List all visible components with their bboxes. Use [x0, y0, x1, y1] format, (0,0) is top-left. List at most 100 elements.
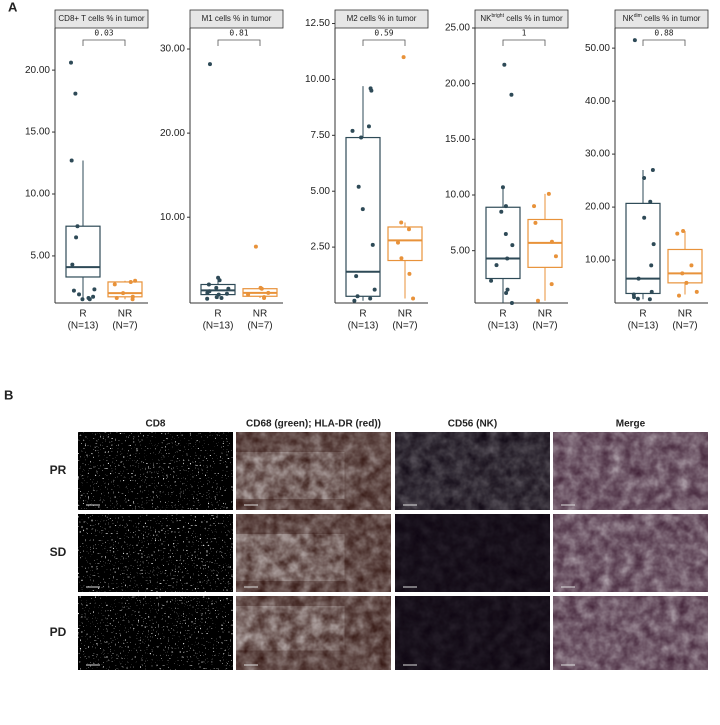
chart-title: M2 cells % in tumor: [347, 14, 417, 23]
title-text: NK: [623, 14, 635, 23]
point: [681, 228, 686, 233]
point: [352, 298, 357, 303]
point: [253, 244, 258, 249]
row-label: PR: [50, 463, 67, 477]
title-sup: bright: [491, 13, 504, 19]
title-strip: [54, 9, 149, 29]
point: [553, 254, 558, 259]
point: [226, 286, 231, 291]
y-tick-label: 25.00: [445, 23, 470, 34]
y-tick-label: 15.00: [445, 134, 470, 145]
y-tick-label: 20.00: [25, 65, 50, 76]
category-note: (N=7): [672, 321, 697, 332]
title-strip: [474, 9, 569, 29]
point: [360, 207, 365, 212]
point: [69, 158, 74, 163]
micrograph-texture: [553, 432, 708, 510]
point: [205, 296, 210, 301]
point: [112, 282, 117, 287]
point: [207, 62, 212, 67]
point: [503, 204, 508, 209]
p-value: 1: [522, 29, 527, 38]
category-label: R: [214, 309, 221, 320]
column-header: CD56 (NK): [448, 419, 497, 430]
point: [205, 290, 210, 295]
micrograph-green: [236, 452, 345, 499]
point: [359, 135, 364, 140]
point: [354, 274, 359, 279]
box: [107, 281, 143, 298]
point: [494, 263, 499, 268]
point: [128, 279, 133, 284]
category-note: (N=7): [532, 321, 557, 332]
point: [675, 231, 680, 236]
point: [75, 224, 80, 229]
point: [91, 294, 96, 299]
category-note: (N=13): [348, 321, 379, 332]
y-tick-label: 10.00: [25, 189, 50, 200]
chart-title: CD8+ T cells % in tumor: [58, 14, 145, 23]
p-bracket: [362, 39, 406, 46]
point: [505, 287, 510, 292]
box: [65, 225, 101, 278]
point: [532, 204, 537, 209]
point: [92, 287, 97, 292]
category-label: R: [79, 309, 86, 320]
micrograph-texture: [78, 514, 233, 592]
point: [489, 278, 494, 283]
point: [505, 256, 510, 261]
category-label: NR: [253, 309, 267, 320]
p-bracket: [502, 39, 546, 46]
point: [533, 220, 538, 225]
category-label: NR: [118, 309, 132, 320]
point: [71, 288, 76, 293]
y-tick-label: 10.00: [585, 255, 610, 266]
point: [368, 296, 373, 301]
category-label: R: [359, 309, 366, 320]
point: [246, 292, 251, 297]
point: [69, 60, 73, 65]
panel-label: A: [8, 0, 18, 14]
point: [647, 297, 652, 302]
y-tick-label: 12.50: [305, 18, 330, 29]
column-header: CD68 (green); HLA-DR (red)): [246, 419, 381, 430]
point: [649, 289, 654, 294]
point: [366, 124, 371, 129]
chart-title: M1 cells % in tumor: [202, 14, 272, 23]
micrograph-green: [236, 606, 345, 651]
point: [133, 278, 138, 283]
y-tick-label: 5.00: [311, 186, 331, 197]
category-note: (N=13): [628, 321, 659, 332]
point: [266, 290, 271, 295]
point: [74, 235, 79, 240]
micrograph-texture: [553, 596, 708, 670]
point: [406, 227, 411, 232]
chart-title: NKdim cells % in tumor: [623, 13, 701, 23]
point: [509, 301, 514, 305]
point: [369, 88, 374, 93]
point: [370, 242, 375, 247]
point: [70, 262, 75, 267]
category-label: R: [499, 309, 506, 320]
point: [77, 292, 82, 297]
category-note: (N=7): [392, 321, 417, 332]
point: [549, 239, 554, 244]
point: [356, 184, 361, 189]
point: [395, 240, 400, 245]
point: [130, 297, 135, 302]
point: [632, 38, 637, 43]
box: [485, 206, 521, 280]
box: [387, 226, 423, 262]
y-tick-label: 50.00: [585, 43, 610, 54]
point: [648, 199, 653, 204]
micrograph-green: [236, 534, 345, 581]
point: [80, 297, 85, 302]
point: [372, 287, 377, 292]
point: [87, 297, 92, 302]
category-note: (N=13): [203, 321, 234, 332]
p-bracket: [642, 39, 686, 46]
point: [224, 291, 229, 296]
point: [401, 55, 406, 60]
point: [214, 295, 219, 300]
y-tick-label: 2.50: [311, 242, 331, 253]
